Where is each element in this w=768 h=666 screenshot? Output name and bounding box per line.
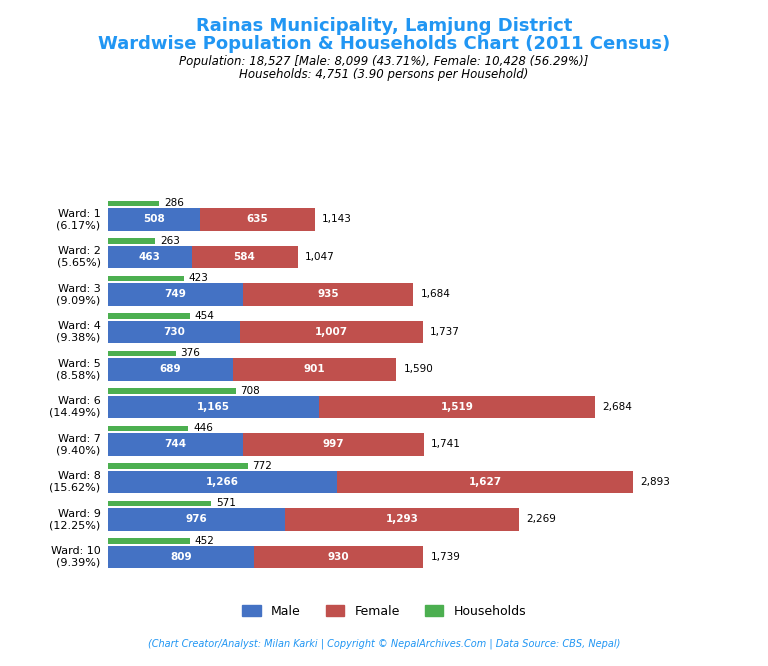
- Text: 930: 930: [328, 552, 349, 562]
- Bar: [108, 200, 160, 206]
- Bar: [108, 501, 211, 506]
- Bar: [108, 396, 319, 418]
- Text: 809: 809: [170, 552, 192, 562]
- Text: 376: 376: [180, 348, 200, 358]
- Text: 1,739: 1,739: [430, 552, 460, 562]
- Legend: Male, Female, Households: Male, Female, Households: [237, 600, 531, 623]
- Text: 1,293: 1,293: [386, 514, 419, 524]
- Bar: [108, 471, 337, 493]
- Text: 901: 901: [303, 364, 325, 374]
- Bar: [243, 283, 413, 306]
- Bar: [108, 276, 184, 281]
- Text: 508: 508: [143, 214, 164, 224]
- Text: 446: 446: [193, 424, 213, 434]
- Text: 454: 454: [194, 311, 214, 321]
- Text: 452: 452: [194, 536, 214, 546]
- Text: 263: 263: [160, 236, 180, 246]
- Bar: [319, 396, 594, 418]
- Text: 584: 584: [233, 252, 256, 262]
- Bar: [254, 545, 423, 568]
- Bar: [108, 508, 285, 531]
- Bar: [108, 313, 190, 319]
- Bar: [108, 463, 247, 469]
- Text: 997: 997: [323, 440, 344, 450]
- Bar: [108, 283, 243, 306]
- Text: 772: 772: [252, 461, 272, 471]
- Text: 1,143: 1,143: [323, 214, 353, 224]
- Text: 1,684: 1,684: [420, 290, 450, 300]
- Text: 1,519: 1,519: [440, 402, 473, 412]
- Text: 976: 976: [185, 514, 207, 524]
- Text: 1,737: 1,737: [430, 327, 460, 337]
- Bar: [108, 238, 155, 244]
- Text: 689: 689: [159, 364, 181, 374]
- Text: 1,047: 1,047: [305, 252, 335, 262]
- Bar: [108, 545, 254, 568]
- Text: Households: 4,751 (3.90 persons per Household): Households: 4,751 (3.90 persons per Hous…: [240, 68, 528, 81]
- Bar: [108, 320, 240, 343]
- Text: 2,269: 2,269: [527, 514, 557, 524]
- Bar: [108, 538, 190, 544]
- Text: 1,741: 1,741: [431, 440, 461, 450]
- Bar: [233, 358, 396, 381]
- Text: 730: 730: [163, 327, 185, 337]
- Text: 708: 708: [240, 386, 260, 396]
- Text: Population: 18,527 [Male: 8,099 (43.71%), Female: 10,428 (56.29%)]: Population: 18,527 [Male: 8,099 (43.71%)…: [179, 55, 589, 68]
- Bar: [200, 208, 315, 230]
- Text: 1,165: 1,165: [197, 402, 230, 412]
- Text: Rainas Municipality, Lamjung District: Rainas Municipality, Lamjung District: [196, 17, 572, 35]
- Bar: [285, 508, 519, 531]
- Text: 571: 571: [216, 498, 236, 508]
- Bar: [108, 358, 233, 381]
- Bar: [108, 388, 236, 394]
- Text: 1,627: 1,627: [468, 477, 502, 487]
- Text: 1,590: 1,590: [403, 364, 433, 374]
- Text: 2,684: 2,684: [602, 402, 632, 412]
- Bar: [191, 246, 297, 268]
- Bar: [108, 246, 191, 268]
- Bar: [240, 320, 423, 343]
- Text: (Chart Creator/Analyst: Milan Karki | Copyright © NepalArchives.Com | Data Sourc: (Chart Creator/Analyst: Milan Karki | Co…: [147, 639, 621, 649]
- Text: 749: 749: [164, 290, 187, 300]
- Text: 423: 423: [189, 274, 209, 284]
- Text: 1,266: 1,266: [206, 477, 239, 487]
- Text: 286: 286: [164, 198, 184, 208]
- Bar: [108, 351, 176, 356]
- Bar: [243, 433, 424, 456]
- Bar: [108, 433, 243, 456]
- Bar: [108, 208, 200, 230]
- Text: 2,893: 2,893: [640, 477, 670, 487]
- Text: 744: 744: [164, 440, 186, 450]
- Bar: [337, 471, 633, 493]
- Text: 935: 935: [317, 290, 339, 300]
- Text: 1,007: 1,007: [315, 327, 348, 337]
- Text: 463: 463: [138, 252, 161, 262]
- Bar: [108, 426, 188, 432]
- Text: Wardwise Population & Households Chart (2011 Census): Wardwise Population & Households Chart (…: [98, 35, 670, 53]
- Text: 635: 635: [247, 214, 268, 224]
